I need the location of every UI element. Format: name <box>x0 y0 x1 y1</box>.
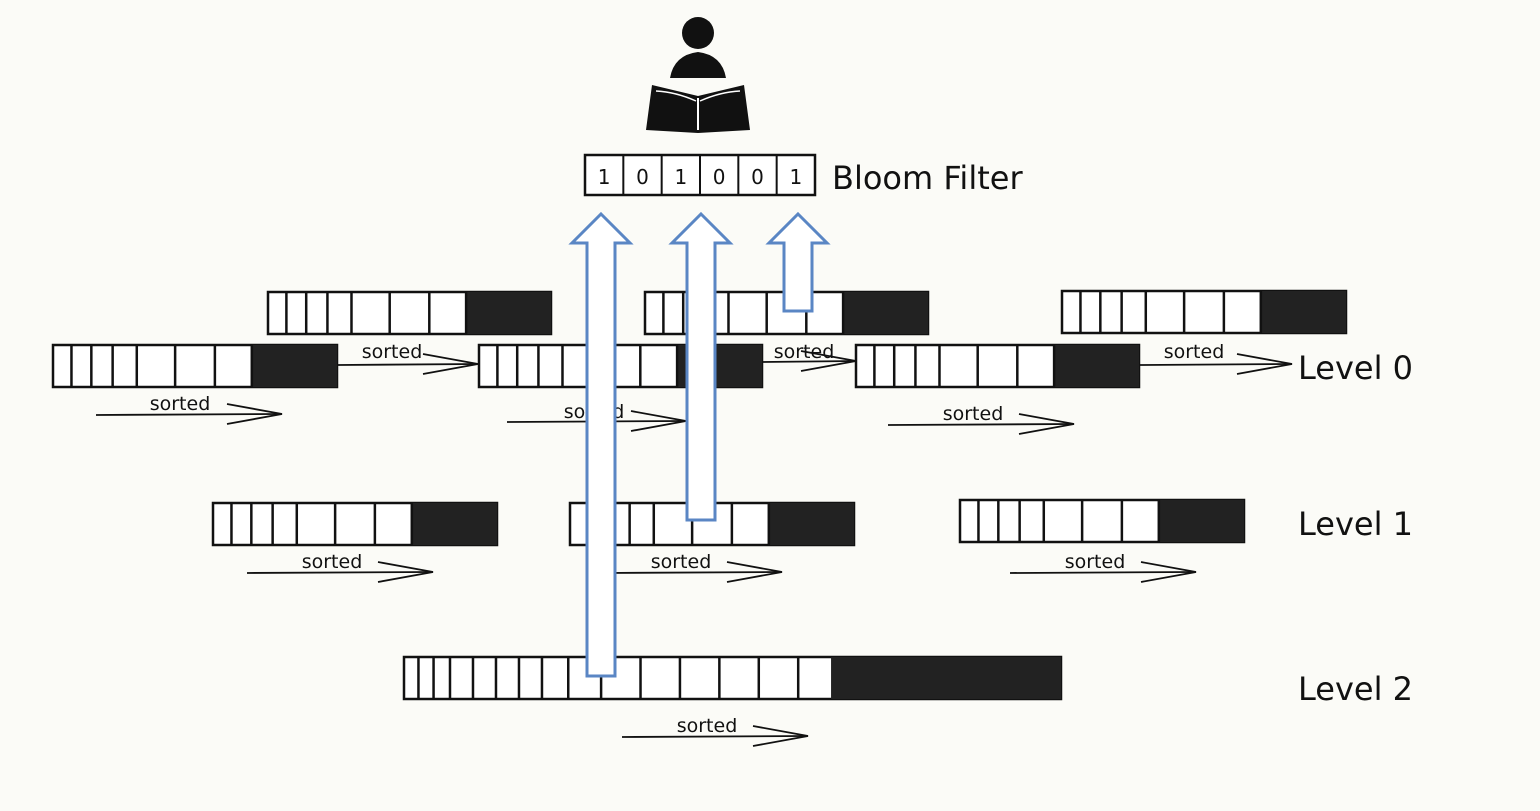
sstable-index-block <box>411 503 497 545</box>
bloom-bit: 0 <box>636 165 649 189</box>
sorted-arrow-shaft <box>603 571 783 574</box>
sorted-arrow: sorted <box>621 715 809 747</box>
sorted-label: sorted <box>362 341 423 363</box>
sorted-arrow-shaft <box>1139 363 1293 366</box>
sorted-label: sorted <box>943 403 1004 425</box>
sstable-index-block <box>1158 500 1244 542</box>
sorted-arrow-head <box>1018 413 1075 435</box>
sstable-index-block <box>768 503 854 545</box>
sorted-arrow-shaft <box>887 423 1075 426</box>
sstable-index-block <box>831 657 1061 699</box>
sorted-arrow-shaft <box>95 413 283 416</box>
bloom-bit: 1 <box>789 165 802 189</box>
level-labels: Level 0 Level 1 Level 2 <box>1298 349 1413 708</box>
level-0-sstable <box>266 290 553 336</box>
sorted-arrow-head <box>800 350 857 372</box>
sorted-arrow: sorted <box>95 393 283 425</box>
sorted-arrow-head <box>1140 561 1197 583</box>
lookup-arrow <box>765 211 831 313</box>
bloom-filter: 1 0 1 0 0 1 Bloom Filter <box>583 153 1023 197</box>
sstable-index-block <box>1054 345 1139 387</box>
sorted-arrow-shaft <box>761 360 857 363</box>
sorted-label: sorted <box>150 393 211 415</box>
level-1-sstable <box>211 501 499 547</box>
level-0-sstable <box>854 343 1141 389</box>
sorted-label: sorted <box>302 551 363 573</box>
level-0-sstable <box>1060 289 1348 335</box>
sorted-arrow: sorted <box>246 551 434 583</box>
sstable-index-block <box>1260 291 1346 333</box>
lookup-arrow <box>568 211 634 678</box>
bloom-bit: 1 <box>598 165 611 189</box>
sorted-label: sorted <box>1065 551 1126 573</box>
sorted-arrow: sorted <box>887 403 1075 435</box>
sorted-arrow-head <box>752 725 809 747</box>
sstable-index-block <box>466 292 551 334</box>
bloom-filter-label: Bloom Filter <box>832 159 1023 197</box>
level-0-label: Level 0 <box>1298 349 1413 387</box>
sorted-label: sorted <box>774 341 835 363</box>
sstable-index-block <box>843 292 928 334</box>
sorted-label: sorted <box>651 551 712 573</box>
sorted-arrow-shaft <box>621 735 809 738</box>
sorted-arrow-head <box>726 561 783 583</box>
level-2-sstable <box>402 655 1063 701</box>
sorted-arrow-head <box>377 561 434 583</box>
level-0-sstable <box>477 343 764 389</box>
bloom-bit: 0 <box>751 165 764 189</box>
reader-icon <box>646 17 750 133</box>
sorted-arrow-head <box>1236 353 1293 375</box>
sstable-index-block <box>251 345 337 387</box>
level-2-label: Level 2 <box>1298 670 1413 708</box>
sorted-arrow-shaft <box>1009 571 1197 574</box>
sorted-arrow: sorted <box>603 551 783 583</box>
level-1-sstable <box>958 498 1246 544</box>
level-1-label: Level 1 <box>1298 505 1413 543</box>
sorted-arrow-head <box>422 353 479 375</box>
sorted-arrow-shaft <box>246 571 434 574</box>
sorted-arrow: sorted <box>1009 551 1197 583</box>
lookup-arrow <box>668 211 734 522</box>
sorted-arrow: sorted <box>761 341 857 372</box>
sorted-arrow: sorted <box>337 341 479 375</box>
bloom-bit: 0 <box>713 165 726 189</box>
sorted-label: sorted <box>677 715 738 737</box>
sorted-arrow: sorted <box>1139 341 1293 375</box>
level-0-sstable <box>51 343 339 389</box>
sorted-arrow-head <box>226 403 283 425</box>
bloom-bit: 1 <box>674 165 687 189</box>
sorted-arrow-shaft <box>337 363 479 366</box>
sorted-label: sorted <box>1164 341 1225 363</box>
